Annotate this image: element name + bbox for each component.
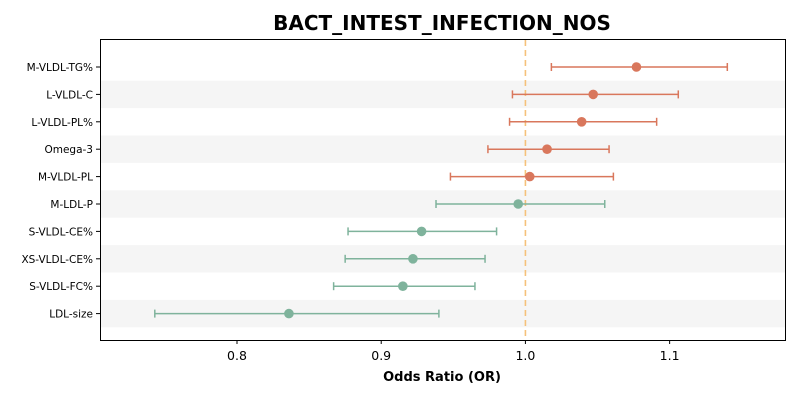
x-axis-label: Odds Ratio (OR) xyxy=(383,370,501,385)
forest-row: LDL-size xyxy=(49,308,440,321)
x-tick-label: 0.9 xyxy=(371,348,391,363)
chart-title: BACT_INTEST_INFECTION_NOS xyxy=(273,11,611,35)
y-tick-label: M-VLDL-PL xyxy=(38,172,93,184)
forest-row: S-VLDL-FC% xyxy=(29,281,476,293)
y-tick-label: L-VLDL-PL% xyxy=(31,117,93,129)
or-point xyxy=(576,117,587,127)
forest-row: S-VLDL-CE% xyxy=(29,226,498,238)
forest-row: L-VLDL-PL% xyxy=(31,117,658,129)
y-tick-label: L-VLDL-C xyxy=(46,89,93,101)
or-point xyxy=(416,226,427,237)
or-point xyxy=(284,308,294,319)
or-point xyxy=(588,89,598,100)
or-point xyxy=(408,253,418,264)
forest-row: L-VLDL-C xyxy=(46,89,680,101)
or-point xyxy=(631,62,642,72)
x-tick-label: 1.0 xyxy=(515,348,535,363)
or-point xyxy=(513,199,524,209)
y-tick-label: LDL-size xyxy=(49,309,93,321)
y-tick-label: S-VLDL-FC% xyxy=(29,281,93,293)
x-tick-label: 1.1 xyxy=(660,348,680,363)
y-tick-label: M-VLDL-TG% xyxy=(27,62,93,74)
y-tick-label: Omega-3 xyxy=(44,144,93,156)
y-tick-label: S-VLDL-CE% xyxy=(29,226,93,238)
or-point xyxy=(524,171,535,182)
forest-row: M-VLDL-PL xyxy=(38,171,615,184)
rows: M-VLDL-TG% L-VLDL-C L-VLDL-PL% Omega-3 M-VLD… xyxy=(21,62,729,321)
y-tick-label: XS-VLDL-CE% xyxy=(21,254,93,266)
row-stripe xyxy=(100,80,785,109)
forest-row: M-LDL-P xyxy=(50,199,606,211)
row-stripe xyxy=(100,135,785,163)
forest-row: XS-VLDL-CE% xyxy=(21,253,486,266)
plot-frame xyxy=(100,39,786,341)
forest-row: M-VLDL-TG% xyxy=(27,62,729,74)
or-point xyxy=(398,281,408,292)
y-tick-label: M-LDL-P xyxy=(50,199,93,211)
x-tick-label: 0.8 xyxy=(227,348,247,363)
forest-row: Omega-3 xyxy=(44,144,610,156)
or-point xyxy=(542,144,552,154)
x-axis: 0.8 0.9 1.0 1.1 xyxy=(227,340,680,363)
